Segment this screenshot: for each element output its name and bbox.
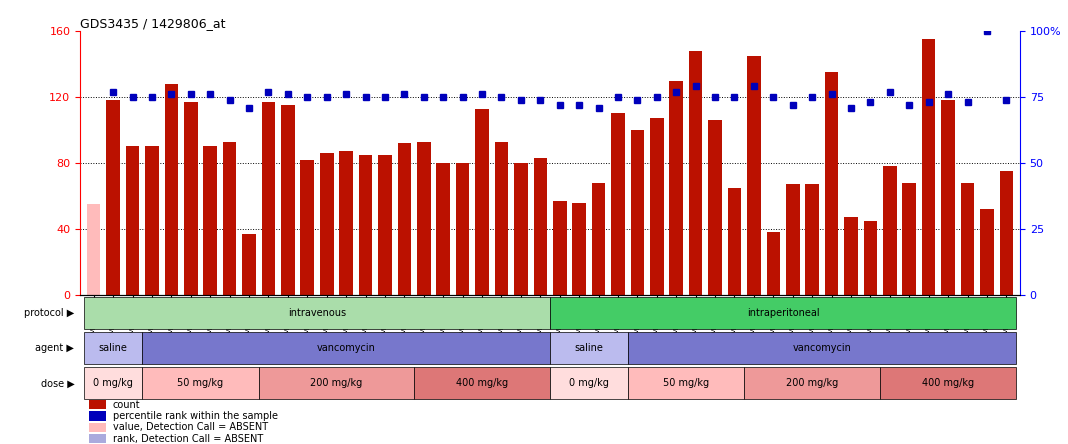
Bar bbox=[550, 332, 628, 364]
Bar bbox=[281, 105, 295, 295]
Bar bbox=[90, 423, 107, 432]
Text: protocol ▶: protocol ▶ bbox=[23, 308, 75, 318]
Bar bbox=[708, 120, 722, 295]
Bar bbox=[494, 142, 508, 295]
Text: 0 mg/kg: 0 mg/kg bbox=[93, 378, 134, 388]
Text: dose ▶: dose ▶ bbox=[41, 378, 75, 388]
Bar bbox=[670, 80, 684, 295]
Bar bbox=[84, 368, 142, 400]
Bar bbox=[359, 155, 373, 295]
Bar bbox=[142, 368, 258, 400]
Text: 400 mg/kg: 400 mg/kg bbox=[922, 378, 974, 388]
Bar bbox=[767, 232, 780, 295]
Bar bbox=[553, 201, 566, 295]
Bar bbox=[203, 147, 217, 295]
Bar bbox=[84, 332, 142, 364]
Text: 50 mg/kg: 50 mg/kg bbox=[177, 378, 223, 388]
Text: 0 mg/kg: 0 mg/kg bbox=[569, 378, 609, 388]
Bar bbox=[107, 100, 120, 295]
Bar bbox=[514, 163, 528, 295]
Bar bbox=[475, 108, 489, 295]
Bar bbox=[628, 368, 744, 400]
Text: intravenous: intravenous bbox=[288, 308, 346, 318]
Text: 200 mg/kg: 200 mg/kg bbox=[311, 378, 362, 388]
Bar bbox=[628, 332, 1016, 364]
Bar bbox=[805, 184, 819, 295]
Bar bbox=[902, 183, 916, 295]
Bar bbox=[242, 234, 256, 295]
Text: GDS3435 / 1429806_at: GDS3435 / 1429806_at bbox=[80, 17, 225, 30]
Bar bbox=[414, 368, 550, 400]
Bar bbox=[90, 400, 107, 409]
Bar bbox=[1000, 171, 1014, 295]
Text: count: count bbox=[113, 400, 141, 410]
Text: agent ▶: agent ▶ bbox=[35, 343, 75, 353]
Bar bbox=[126, 147, 139, 295]
Bar bbox=[883, 166, 897, 295]
Bar bbox=[184, 102, 198, 295]
Bar bbox=[262, 102, 276, 295]
Bar bbox=[941, 100, 955, 295]
Bar bbox=[84, 297, 550, 329]
Text: saline: saline bbox=[575, 343, 603, 353]
Text: 50 mg/kg: 50 mg/kg bbox=[663, 378, 709, 388]
Bar bbox=[880, 368, 1016, 400]
Text: rank, Detection Call = ABSENT: rank, Detection Call = ABSENT bbox=[113, 434, 263, 444]
Bar bbox=[437, 163, 450, 295]
Bar bbox=[300, 160, 314, 295]
Bar bbox=[90, 434, 107, 443]
Bar bbox=[378, 155, 392, 295]
Bar bbox=[844, 218, 858, 295]
Bar bbox=[417, 142, 430, 295]
Bar bbox=[164, 84, 178, 295]
Bar bbox=[922, 40, 936, 295]
Text: 200 mg/kg: 200 mg/kg bbox=[786, 378, 838, 388]
Bar bbox=[592, 183, 606, 295]
Bar bbox=[961, 183, 974, 295]
Bar bbox=[456, 163, 470, 295]
Bar bbox=[550, 297, 1016, 329]
Bar bbox=[727, 188, 741, 295]
Bar bbox=[340, 151, 352, 295]
Text: saline: saline bbox=[98, 343, 127, 353]
Bar bbox=[864, 221, 877, 295]
Bar bbox=[90, 411, 107, 421]
Bar bbox=[744, 368, 880, 400]
Text: 400 mg/kg: 400 mg/kg bbox=[456, 378, 508, 388]
Bar bbox=[534, 158, 547, 295]
Text: vancomycin: vancomycin bbox=[317, 343, 376, 353]
Bar bbox=[258, 368, 414, 400]
Bar bbox=[689, 51, 703, 295]
Bar bbox=[630, 130, 644, 295]
Bar bbox=[142, 332, 550, 364]
Text: intraperitoneal: intraperitoneal bbox=[747, 308, 819, 318]
Bar bbox=[550, 368, 628, 400]
Bar bbox=[650, 119, 663, 295]
Bar bbox=[786, 184, 800, 295]
Text: value, Detection Call = ABSENT: value, Detection Call = ABSENT bbox=[113, 423, 268, 432]
Text: percentile rank within the sample: percentile rank within the sample bbox=[113, 411, 278, 421]
Bar bbox=[87, 204, 100, 295]
Bar bbox=[824, 72, 838, 295]
Bar bbox=[320, 153, 333, 295]
Text: vancomycin: vancomycin bbox=[792, 343, 851, 353]
Bar bbox=[611, 114, 625, 295]
Bar bbox=[572, 202, 586, 295]
Bar bbox=[980, 209, 993, 295]
Bar bbox=[145, 147, 159, 295]
Bar bbox=[223, 142, 236, 295]
Bar bbox=[748, 56, 760, 295]
Bar bbox=[397, 143, 411, 295]
